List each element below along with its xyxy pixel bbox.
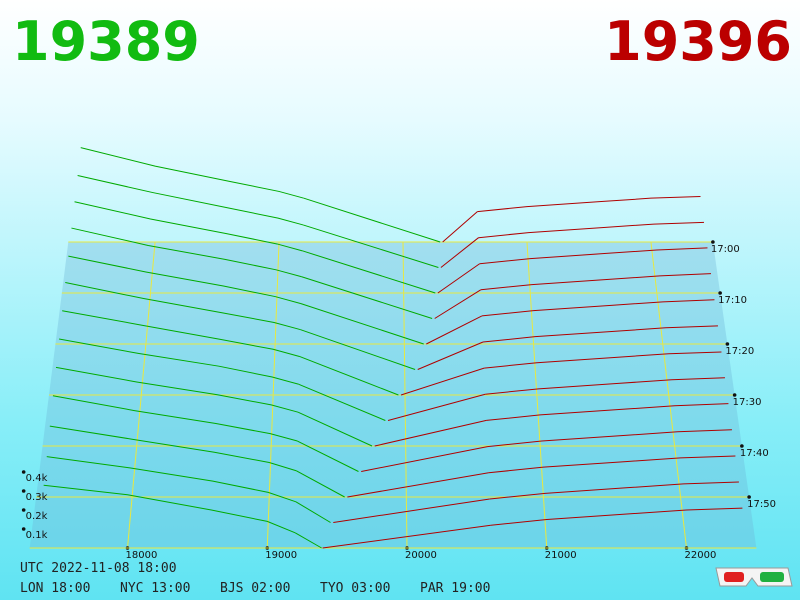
bid-spread-edge [297,440,359,472]
ask-spread-edge [333,498,490,523]
ask-spread-edge [426,315,483,345]
ask-spread-edge [400,367,485,396]
z-tick-mark [740,444,744,448]
3d-glasses-icon [715,567,793,587]
ask-spread-edge [322,524,491,549]
bid-spread-edge [298,383,386,421]
bid-depth-line [62,310,300,357]
ask-spread-edge [387,393,486,421]
ask-depth-line [484,351,722,369]
bid-depth-line [74,201,303,252]
bid-depth-line [55,366,299,413]
ask-spread-edge [417,341,484,370]
ask-spread-edge [434,289,482,319]
clock-label: TYO 03:00 [320,581,390,596]
z-tick-label: 17:20 [725,346,754,357]
clock-label: NYC 13:00 [120,581,190,596]
bid-depth-line [52,395,298,442]
bid-spread-edge [303,197,441,243]
ask-depth-line [486,403,729,421]
z-tick-label: 17:50 [747,499,776,510]
z-tick-label: 17:10 [718,295,747,306]
x-tick-label: 21000 [545,550,577,561]
ask-depth-line [478,221,705,239]
bid-spread-edge [301,276,433,319]
bid-spread-edge [297,411,373,447]
ask-depth-line [490,507,743,526]
utc-time: UTC 2022-11-08 18:00 [20,561,177,576]
z-tick-mark [711,240,715,244]
bid-depth-line [71,227,302,278]
ask-depth-line [479,247,708,265]
ask-spread-edge [347,472,489,498]
ask-spread-edge [440,237,479,268]
bid-depth-line [77,175,304,226]
z-tick-mark [732,393,737,397]
ask-spread-edge [437,263,480,294]
bid-spread-edge [302,224,439,268]
bid-spread-edge [300,329,416,370]
bid-depth-line [68,255,302,305]
bid-depth-line [49,425,297,472]
bid-spread-edge [300,303,424,345]
y-tick-label: 0.3k [26,492,48,503]
ask-spread-edge [374,419,487,447]
y-tick-label: 0.1k [26,530,48,541]
bid-price: 19389 [12,10,200,73]
z-tick-mark [747,495,751,499]
ask-spread-edge [442,211,478,243]
z-tick-label: 17:30 [733,397,762,408]
ask-depth-line [488,455,736,474]
clock-label: BJS 02:00 [220,581,290,596]
ask-depth-line [477,195,701,213]
x-tick-label: 18000 [126,550,158,561]
z-tick-label: 17:40 [740,448,769,459]
z-tick-label: 17:00 [711,244,740,255]
bid-spread-edge [295,501,331,523]
bid-depth-line [80,147,304,199]
ask-depth-line [487,429,732,448]
y-tick-mark [21,527,26,531]
y-tick-label: 0.4k [26,473,48,484]
ask-price: 19396 [604,10,792,73]
ask-depth-line [485,377,725,395]
x-tick-label: 22000 [685,550,717,561]
z-tick-mark [718,291,722,295]
bid-spread-edge [302,250,436,294]
clock-label: LON 18:00 [20,581,90,596]
bid-spread-edge [299,355,399,396]
ask-depth-line [481,299,715,317]
y-tick-mark [21,508,26,512]
x-tick-label: 20000 [405,550,437,561]
y-tick-label: 0.2k [26,511,48,522]
y-tick-mark [21,489,26,493]
bid-depth-line [65,282,301,331]
x-tick-label: 19000 [265,550,297,561]
y-tick-mark [21,470,26,474]
bid-spread-edge [296,470,345,498]
bid-depth-line [43,484,296,534]
z-tick-mark [725,342,730,346]
bid-depth-line [46,456,297,503]
ask-spread-edge [361,446,488,472]
bid-depth-line [59,338,299,385]
clock-label: PAR 19:00 [420,581,490,596]
bid-spread-edge [294,532,322,549]
ask-depth-line [480,273,711,291]
ask-depth-line [482,325,718,343]
ask-depth-line [489,481,739,500]
